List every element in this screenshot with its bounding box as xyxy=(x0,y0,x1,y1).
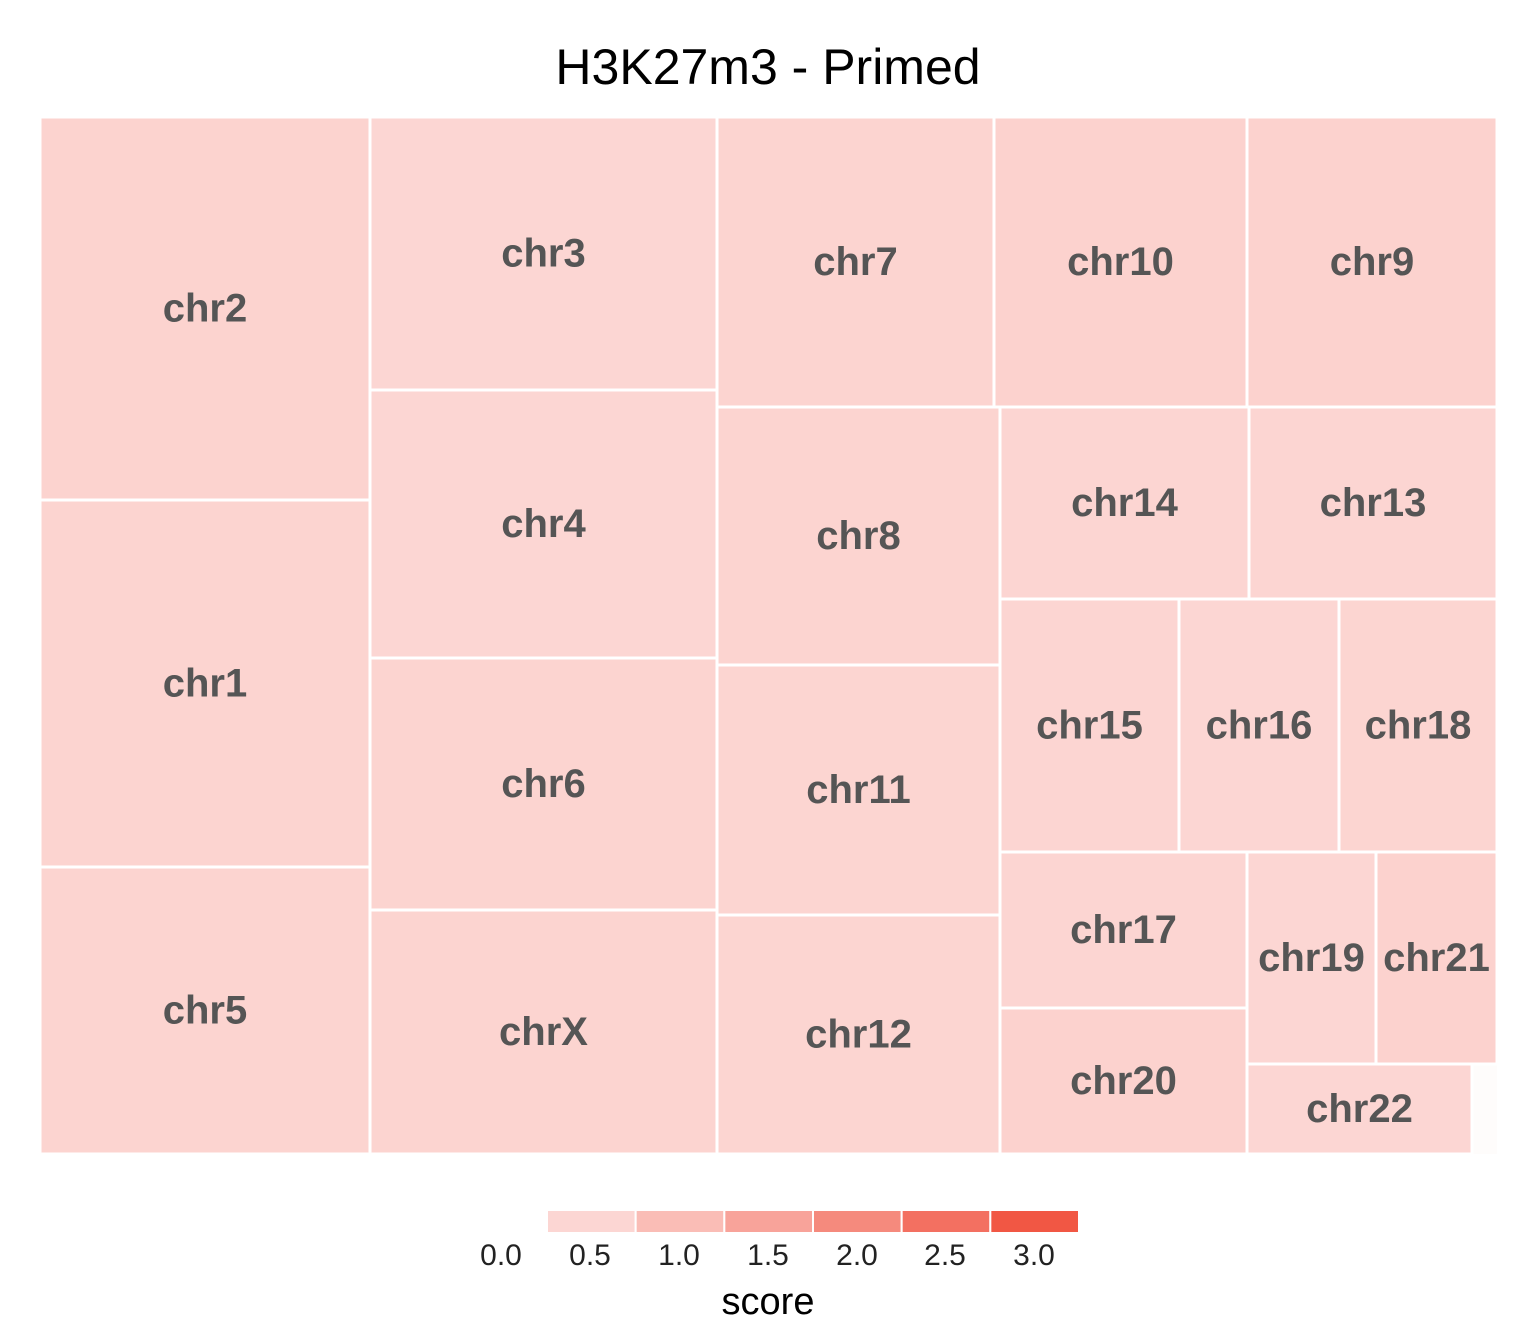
treemap-tile-chr6: chr6 xyxy=(368,656,719,912)
treemap-plot: chr1 chr2 chr3 chr4 chr5 chr6 chr7 chr8 chr9 chr1… xyxy=(38,115,1499,1156)
treemap-tile-chr22: chr22 xyxy=(1245,1062,1474,1156)
tile-label: chr9 xyxy=(1330,240,1415,284)
treemap-tile-chr18: chr18 xyxy=(1337,597,1499,854)
tile-label: chr10 xyxy=(1067,240,1174,284)
tile-rect xyxy=(992,115,1249,409)
treemap-tile-chr2: chr2 xyxy=(38,115,372,502)
treemap-tile-chr16: chr16 xyxy=(1177,597,1341,854)
tile-rect xyxy=(368,908,719,1156)
treemap-tile-chr9: chr9 xyxy=(1245,115,1499,409)
legend-title: score xyxy=(722,1281,815,1323)
tile-rect xyxy=(998,597,1181,854)
tile-label: chr16 xyxy=(1206,704,1313,748)
tile-rect xyxy=(715,405,1002,667)
legend-swatch xyxy=(989,1209,1080,1234)
legend-tick-label: 0.5 xyxy=(569,1239,611,1272)
tile-label: chr20 xyxy=(1070,1059,1177,1103)
tile-rect xyxy=(715,913,1002,1156)
tile-rect xyxy=(715,115,996,409)
tile-rect xyxy=(1177,597,1341,854)
legend-tick-label: 3.0 xyxy=(1013,1239,1055,1272)
treemap-tile-chr5: chr5 xyxy=(38,865,372,1156)
treemap-tile-chr13: chr13 xyxy=(1247,405,1499,601)
tile-label: chr4 xyxy=(501,502,586,546)
tile-label: chr13 xyxy=(1320,481,1427,525)
chart-title: H3K27m3 - Primed xyxy=(555,39,981,95)
tile-rect xyxy=(1245,1062,1474,1156)
treemap-tile-chr7: chr7 xyxy=(715,115,996,409)
legend-tick-label: 2.5 xyxy=(924,1239,966,1272)
tile-label: chr22 xyxy=(1306,1087,1413,1131)
treemap-tile-chr17: chr17 xyxy=(998,850,1249,1010)
tile-rect xyxy=(1247,405,1499,601)
tile-label: chr5 xyxy=(163,989,248,1033)
tile-rect xyxy=(1374,850,1499,1066)
treemap-tile-chr11: chr11 xyxy=(715,663,1002,917)
tile-label: chr1 xyxy=(163,662,248,706)
treemap-tile-chr12: chr12 xyxy=(715,913,1002,1156)
tile-rect xyxy=(368,115,719,392)
legend-tick-label: 2.0 xyxy=(836,1239,878,1272)
tile-label: chr7 xyxy=(813,240,898,284)
treemap-tile-chr14: chr14 xyxy=(998,405,1251,601)
legend-tick-label: 1.0 xyxy=(658,1239,700,1272)
tile-rect xyxy=(1337,597,1499,854)
treemap-tile-chr4: chr4 xyxy=(368,388,719,660)
tile-label: chr21 xyxy=(1383,936,1490,980)
treemap-tile-chr20: chr20 xyxy=(998,1006,1249,1156)
legend-swatch xyxy=(723,1209,814,1234)
tile-rect xyxy=(38,115,372,502)
tile-label: chr17 xyxy=(1070,908,1177,952)
tile-label: chr18 xyxy=(1365,704,1472,748)
legend-tick-label: 1.5 xyxy=(747,1239,789,1272)
treemap-tile-chr10: chr10 xyxy=(992,115,1249,409)
treemap-tile-chr15: chr15 xyxy=(998,597,1181,854)
legend-tick-label: 0.0 xyxy=(480,1239,522,1272)
tile-label: chr3 xyxy=(501,232,586,276)
tile-label: chr6 xyxy=(501,762,586,806)
tile-rect xyxy=(1245,850,1378,1066)
tile-label: chr12 xyxy=(805,1013,912,1057)
treemap-tile-chrX: chrX xyxy=(368,908,719,1156)
treemap-tile-chr1: chr1 xyxy=(38,498,372,869)
tile-label: chrX xyxy=(499,1010,588,1054)
legend-swatch xyxy=(812,1209,903,1234)
treemap-tile-chr3: chr3 xyxy=(368,115,719,392)
tile-label: chr14 xyxy=(1071,481,1178,525)
tile-rect xyxy=(38,498,372,869)
tile-rect xyxy=(38,865,372,1156)
tile-rect xyxy=(998,850,1249,1010)
tile-rect xyxy=(368,388,719,660)
legend-swatch xyxy=(634,1209,726,1234)
treemap-empty-area xyxy=(1472,1064,1497,1154)
tile-rect xyxy=(998,405,1251,601)
treemap-tile-chr21: chr21 xyxy=(1374,850,1499,1066)
legend-swatch xyxy=(900,1209,992,1234)
tile-label: chr15 xyxy=(1036,704,1143,748)
treemap-tile-chr19: chr19 xyxy=(1245,850,1378,1066)
treemap-tile-chr8: chr8 xyxy=(715,405,1002,667)
tile-label: chr8 xyxy=(816,514,901,558)
tile-label: chr11 xyxy=(806,768,911,812)
tile-label: chr2 xyxy=(163,287,248,331)
tile-label: chr19 xyxy=(1258,936,1365,980)
legend-swatch xyxy=(546,1209,637,1234)
tile-rect xyxy=(998,1006,1249,1156)
